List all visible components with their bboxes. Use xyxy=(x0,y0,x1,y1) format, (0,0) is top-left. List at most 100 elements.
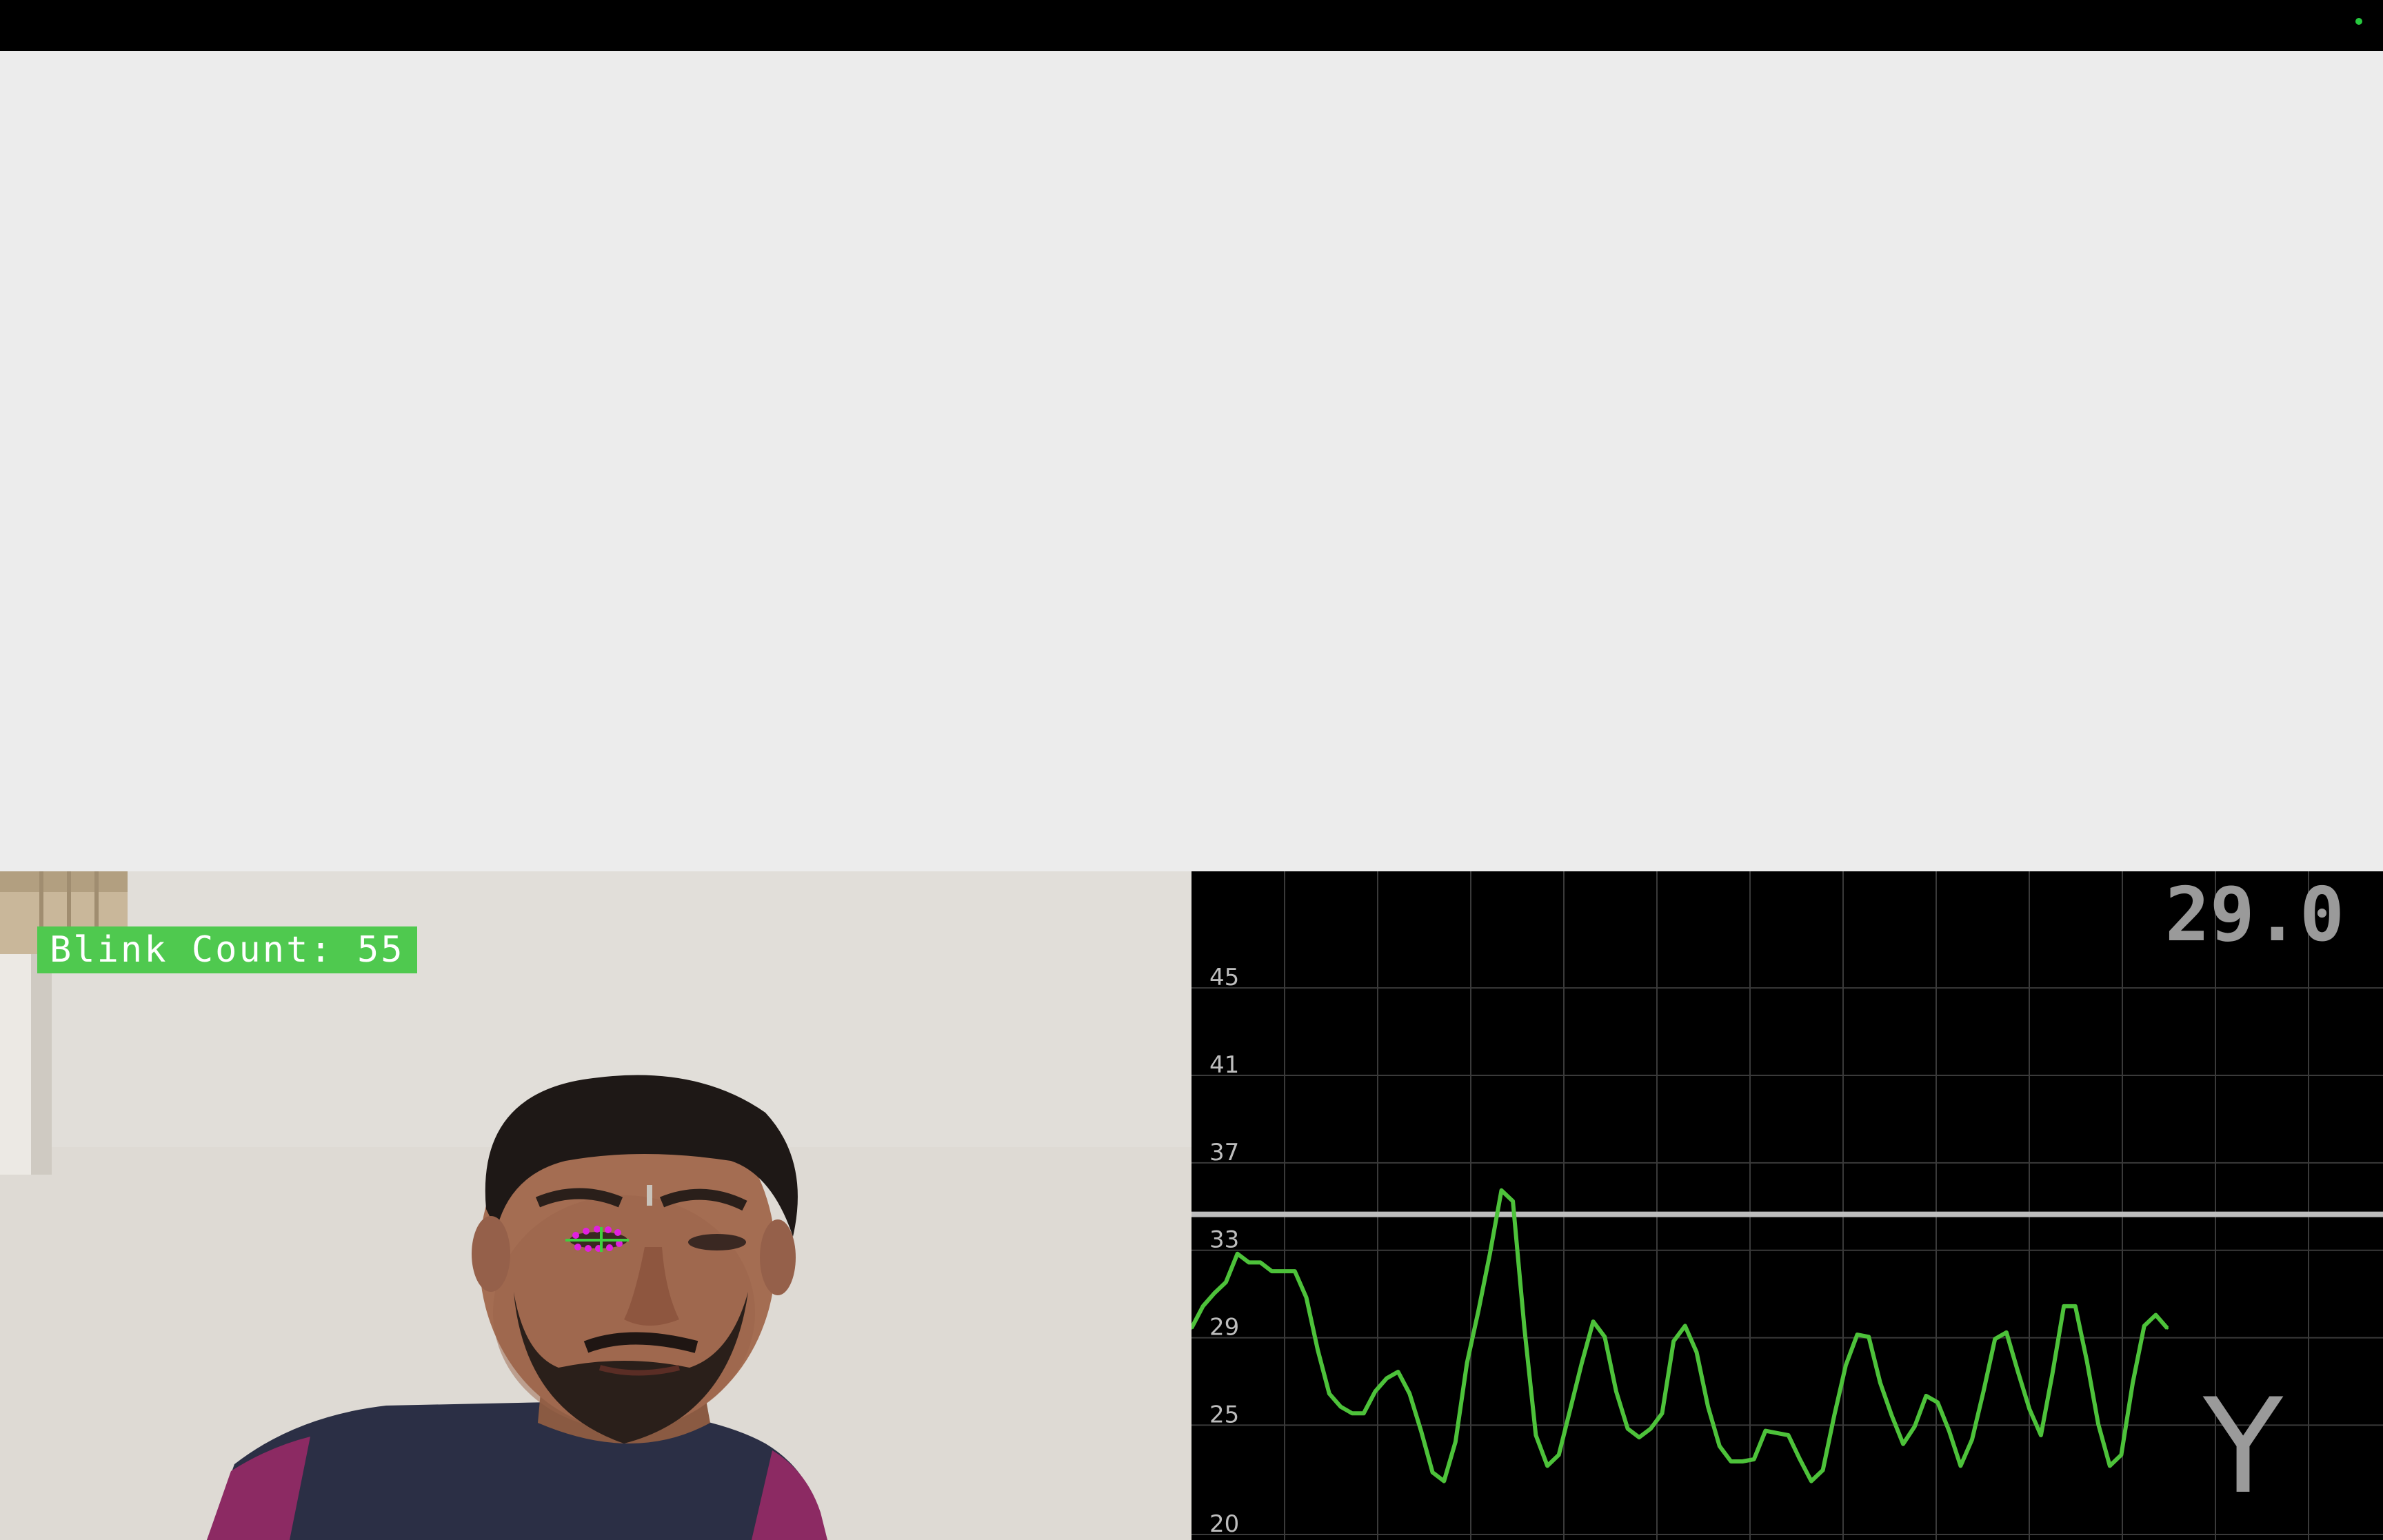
ear-data-point xyxy=(2108,1464,2111,1468)
ear-data-point xyxy=(1982,1390,1985,1393)
ear-data-point xyxy=(1192,1326,1193,1330)
y-tick-label: 29 xyxy=(1209,1314,1239,1341)
ear-data-point xyxy=(1282,1270,1285,1273)
ear-data-point xyxy=(1362,1412,1365,1415)
ear-data-point xyxy=(1683,1324,1687,1328)
ear-data-point xyxy=(1809,1479,1813,1483)
y-tick-label: 45 xyxy=(1209,964,1239,991)
ear-data-point xyxy=(1522,1326,1526,1330)
ear-data-point xyxy=(1718,1444,1721,1448)
ear-data-point xyxy=(1902,1442,1905,1446)
eye-landmarks xyxy=(565,1226,629,1252)
ear-data-point xyxy=(1201,1304,1205,1308)
ear-data-point xyxy=(1419,1429,1422,1432)
ear-data-point xyxy=(1856,1333,1859,1337)
webcam-image xyxy=(0,871,1192,1540)
ear-data-point xyxy=(1729,1460,1733,1463)
ear-data-point xyxy=(2016,1370,2020,1373)
ear-data-point xyxy=(1477,1309,1480,1313)
y-tick-label: 33 xyxy=(1209,1226,1239,1254)
ear-data-point xyxy=(1305,1296,1308,1299)
ear-data-point xyxy=(1213,1291,1216,1295)
ear-data-point xyxy=(1236,1252,1239,1255)
y-tick-label: 41 xyxy=(1209,1051,1239,1079)
ear-data-point xyxy=(1913,1425,1916,1428)
y-axis-icon: Y xyxy=(2202,1370,2284,1523)
ear-data-point xyxy=(1488,1252,1491,1255)
ear-data-point xyxy=(1649,1427,1652,1430)
ear-data-point xyxy=(1396,1370,1400,1373)
ear-data-point xyxy=(1500,1188,1503,1192)
ear-data-point xyxy=(1959,1464,1962,1468)
ear-data-point xyxy=(1534,1434,1538,1437)
ear-data-point xyxy=(1752,1457,1756,1461)
ear-data-point xyxy=(1776,1431,1778,1435)
ear-data-point xyxy=(2085,1359,2089,1363)
ear-data-point xyxy=(2166,1326,2169,1330)
ear-data-point xyxy=(1557,1453,1560,1457)
ear-series-line xyxy=(1192,1188,2169,1483)
ear-data-point xyxy=(1431,1470,1434,1474)
ear-data-point xyxy=(1247,1261,1251,1264)
ear-data-point xyxy=(1993,1337,1997,1341)
current-value: 29.0 xyxy=(2165,872,2344,958)
ear-data-point xyxy=(1454,1440,1457,1443)
ear-data-point xyxy=(1339,1405,1343,1408)
ear-data-point xyxy=(1707,1405,1710,1408)
ear-data-point xyxy=(1511,1199,1515,1203)
ear-data-point xyxy=(2142,1324,2146,1328)
ear-data-point xyxy=(2004,1330,2008,1334)
ear-data-point xyxy=(1569,1407,1572,1410)
ear-data-point xyxy=(1695,1350,1698,1354)
ear-data-point xyxy=(1591,1320,1595,1324)
ear-data-point xyxy=(1741,1460,1744,1463)
ear-data-point xyxy=(1638,1436,1641,1439)
ear-data-point xyxy=(1408,1392,1411,1395)
ear-data-point xyxy=(1924,1394,1928,1397)
top-bar xyxy=(0,0,2383,51)
ear-data-point xyxy=(2062,1304,2066,1308)
ear-data-point xyxy=(1385,1377,1388,1380)
y-tick-label: 25 xyxy=(1209,1401,1239,1428)
ear-data-point xyxy=(2097,1423,2100,1426)
y-tick-label: 37 xyxy=(1209,1139,1239,1166)
ear-data-point xyxy=(1660,1412,1664,1415)
ear-data-point xyxy=(1316,1348,1320,1352)
y-tick-label: 20 xyxy=(1209,1510,1239,1538)
ear-data-point xyxy=(1293,1270,1296,1273)
axis-letter: Y xyxy=(2202,1370,2284,1523)
status-dot-icon xyxy=(2355,18,2362,25)
ear-data-point xyxy=(2131,1381,2135,1384)
ear-data-point xyxy=(1258,1261,1262,1264)
ear-data-point xyxy=(1603,1335,1607,1339)
ear-data-point xyxy=(2120,1453,2123,1457)
ear-data-point xyxy=(1465,1361,1469,1365)
ear-data-point xyxy=(1844,1364,1847,1367)
ear-data-point xyxy=(1442,1479,1446,1483)
ear-data-point xyxy=(1327,1392,1331,1395)
blink-count-label: Blink Count: 55 xyxy=(37,926,417,973)
ear-data-point xyxy=(1224,1281,1227,1284)
ear-data-point xyxy=(1270,1270,1274,1273)
empty-window-area xyxy=(0,51,2383,871)
ear-data-point xyxy=(1546,1464,1549,1468)
ear-data-point xyxy=(1374,1390,1377,1393)
ear-data-point xyxy=(1614,1390,1618,1393)
ear-data-point xyxy=(1798,1457,1802,1461)
ear-data-point xyxy=(2051,1372,2054,1376)
ear-data-point xyxy=(1833,1414,1836,1417)
person-face xyxy=(472,1075,798,1443)
ear-data-point xyxy=(1936,1401,1940,1404)
ear-data-point xyxy=(1672,1339,1676,1343)
ear-graph-canvas: 45 41 37 33 29 25 20 29.0 Y xyxy=(1192,871,2383,1540)
ear-data-point xyxy=(1626,1427,1629,1430)
ear-data-point xyxy=(1351,1412,1354,1415)
ear-data-point xyxy=(1764,1429,1767,1432)
webcam-feed: Blink Count: 55 xyxy=(0,871,1192,1540)
ear-data-point xyxy=(2154,1313,2158,1317)
ear-data-point xyxy=(1867,1335,1871,1339)
ear-data-point xyxy=(1890,1414,1893,1417)
ear-data-point xyxy=(2073,1304,2077,1308)
ear-data-point xyxy=(1971,1438,1973,1441)
ear-data-point xyxy=(1878,1381,1882,1384)
